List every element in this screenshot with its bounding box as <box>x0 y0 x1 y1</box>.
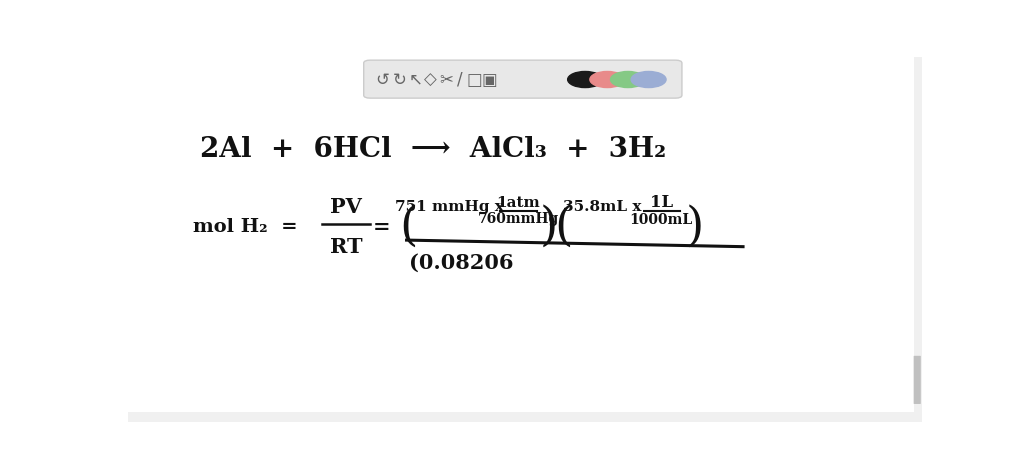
Text: PV: PV <box>331 197 362 217</box>
FancyBboxPatch shape <box>913 57 922 422</box>
Text: 2Al  +  6HCl  ⟶  AlCl₃  +  3H₂: 2Al + 6HCl ⟶ AlCl₃ + 3H₂ <box>201 137 667 164</box>
Text: (0.08206: (0.08206 <box>409 253 514 273</box>
Circle shape <box>567 72 602 88</box>
Text: □: □ <box>466 71 482 89</box>
Text: (: ( <box>555 204 572 249</box>
Text: mol H₂  =: mol H₂ = <box>194 218 298 236</box>
Text: ↺: ↺ <box>375 71 389 89</box>
Text: 1atm: 1atm <box>497 196 541 210</box>
Text: ▣: ▣ <box>481 71 497 89</box>
Text: 751 mmHg x: 751 mmHg x <box>395 200 504 213</box>
Text: =: = <box>373 217 391 237</box>
Text: ✂: ✂ <box>439 71 454 89</box>
Text: ◇: ◇ <box>424 71 437 89</box>
Text: RT: RT <box>330 237 362 257</box>
Circle shape <box>631 72 666 88</box>
FancyBboxPatch shape <box>128 411 913 422</box>
Text: ): ) <box>685 204 703 249</box>
Text: /: / <box>457 71 463 89</box>
Circle shape <box>590 72 625 88</box>
Text: 1000mL: 1000mL <box>630 213 693 227</box>
Circle shape <box>610 72 645 88</box>
Text: ): ) <box>540 204 558 249</box>
Text: 35.8mL x: 35.8mL x <box>562 200 641 213</box>
FancyBboxPatch shape <box>913 356 921 404</box>
Text: 760mmHg: 760mmHg <box>478 212 559 226</box>
Text: (: ( <box>399 204 418 249</box>
Text: ↖: ↖ <box>409 71 422 89</box>
Text: ↻: ↻ <box>392 71 407 89</box>
Text: 1L: 1L <box>650 194 673 211</box>
FancyBboxPatch shape <box>364 60 682 98</box>
